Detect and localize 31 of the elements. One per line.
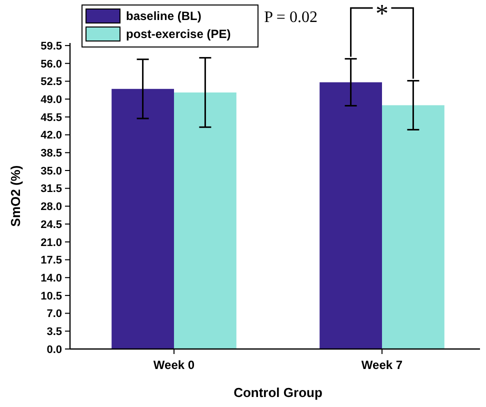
y-tick-label: 28.0 [40, 201, 62, 214]
y-tick-label: 35.0 [40, 165, 62, 178]
y-tick-label: 45.5 [40, 112, 62, 124]
y-axis-title: SmO2 (%) [8, 165, 23, 227]
x-axis-title: Control Group [234, 385, 322, 400]
legend-label: baseline (BL) [126, 9, 202, 24]
y-tick-label: 31.5 [40, 183, 62, 196]
y-tick-label: 3.5 [46, 326, 62, 338]
y-tick-label: 56.0 [40, 58, 62, 70]
y-tick-label: 49.0 [40, 94, 62, 106]
y-tick-label: 38.5 [40, 148, 62, 160]
y-tick-label: 10.5 [40, 290, 62, 302]
y-tick-label: 24.5 [40, 218, 62, 231]
y-tick-label: 21.0 [40, 236, 62, 249]
y-tick-label: 14.0 [40, 272, 62, 284]
y-tick-label: 42.0 [40, 130, 62, 142]
bar [112, 88, 174, 349]
x-tick-label: Week 0 [153, 358, 195, 372]
y-tick-label: 17.5 [40, 254, 62, 267]
y-tick-label: 7.0 [46, 308, 62, 320]
x-tick-label: Week 7 [361, 358, 403, 372]
y-tick-label: 0.0 [46, 344, 62, 356]
y-tick-label: 59.5 [40, 40, 62, 52]
bar [382, 105, 444, 349]
y-tick-label: 52.5 [40, 76, 62, 88]
text: P = 0.02 [264, 9, 318, 26]
bar [320, 82, 382, 349]
significance-bracket: * [350, 0, 414, 80]
bar [174, 92, 236, 349]
legend-label: post-exercise (PE) [126, 27, 231, 42]
annotation: * [376, 0, 388, 28]
